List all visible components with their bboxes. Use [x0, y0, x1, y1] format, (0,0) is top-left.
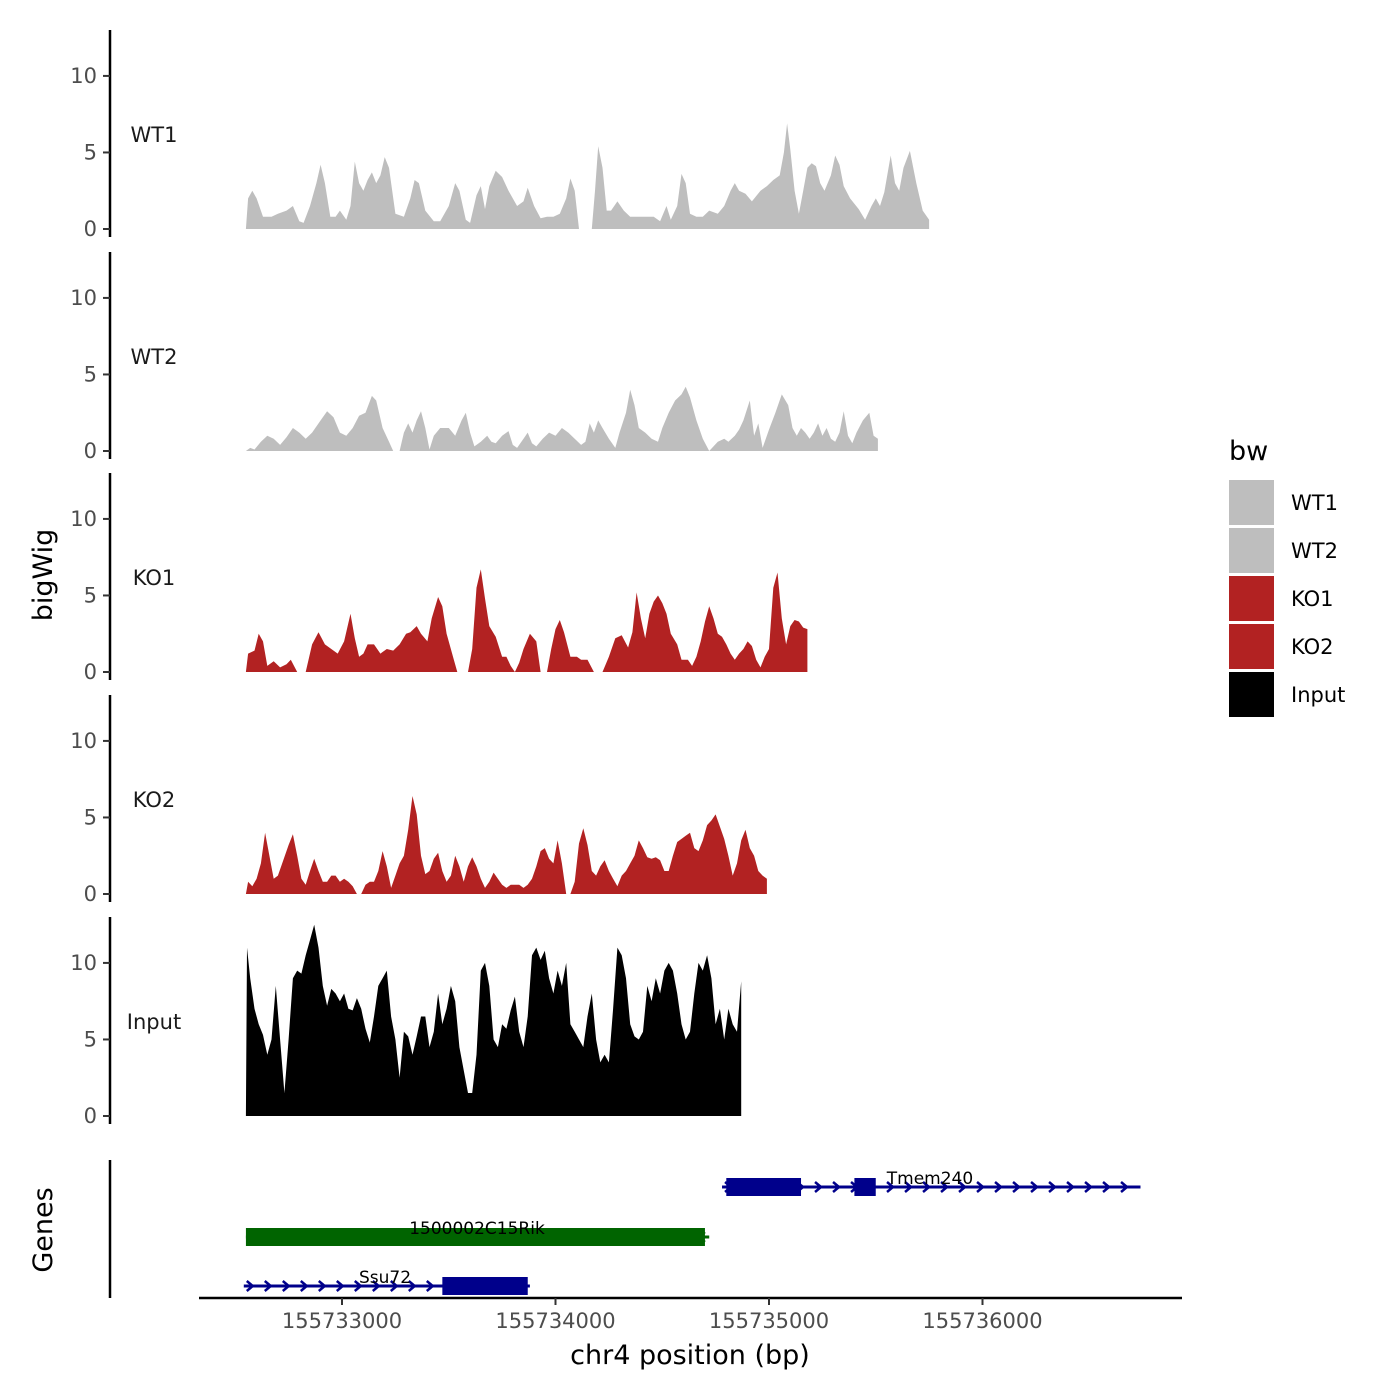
strand-arrow — [994, 1181, 1003, 1193]
track-ko1: 0 5 10 KO1 — [70, 473, 808, 684]
y-tick-label: 10 — [70, 507, 97, 531]
y-tick-label: 0 — [84, 439, 97, 463]
track-input: 0 5 10 Input — [70, 917, 742, 1128]
strand-arrow — [425, 1280, 435, 1292]
gene-label: 1500002C15Rik — [409, 1219, 545, 1239]
x-tick-label: 155736000 — [922, 1309, 1042, 1333]
strand-arrow — [299, 1280, 309, 1292]
strand-arrow — [886, 1181, 895, 1193]
y-tick-label: 0 — [84, 660, 97, 684]
signal-area-wt2 — [245, 386, 878, 451]
strand-arrow — [976, 1181, 985, 1193]
y-tick-label: 10 — [70, 64, 97, 88]
legend-label-ko1: KO1 — [1291, 587, 1334, 611]
strand-arrow — [389, 1280, 399, 1292]
track-label: KO2 — [133, 788, 176, 812]
track-label: KO1 — [133, 566, 176, 590]
gene-exon — [854, 1178, 876, 1196]
track-label: WT2 — [131, 345, 178, 369]
track-wt2: 0 5 10 WT2 — [70, 252, 878, 463]
gene-exon — [245, 1228, 705, 1246]
y-tick-label: 5 — [84, 1027, 97, 1051]
track-label: Input — [127, 1010, 181, 1034]
strand-arrow — [317, 1280, 327, 1292]
strand-arrow — [335, 1280, 345, 1292]
strand-arrow — [814, 1181, 823, 1193]
y-tick-label: 5 — [84, 140, 97, 164]
gene-exon — [442, 1277, 528, 1295]
signal-area-wt1 — [245, 123, 930, 229]
strand-arrow — [263, 1280, 273, 1292]
strand-arrow — [1102, 1181, 1111, 1193]
gene-label: Tmem240 — [886, 1169, 973, 1189]
legend-label-wt1: WT1 — [1291, 491, 1338, 515]
y-tick-label: 0 — [84, 882, 97, 906]
y-tick-label: 10 — [70, 286, 97, 310]
gene-panel: Tmem240 1500002C15Rik Ssu72 — [108, 1160, 1141, 1298]
y-tick-label: 5 — [84, 362, 97, 386]
x-tick-label: 155735000 — [709, 1309, 829, 1333]
track-wt1: 0 5 10 WT1 — [70, 30, 930, 241]
legend-swatch-wt2 — [1229, 528, 1274, 573]
y-tick-label: 0 — [84, 1104, 97, 1128]
legend-swatch-input — [1229, 672, 1274, 717]
track-ko2: 0 5 10 KO2 — [70, 695, 767, 906]
strand-arrow — [904, 1181, 913, 1193]
genes-axis-title: Genes — [28, 1187, 59, 1272]
x-axis: 155733000 155734000 155735000 155736000 — [199, 1296, 1182, 1333]
strand-arrow — [407, 1280, 417, 1292]
legend-swatch-wt1 — [1229, 480, 1274, 525]
strand-arrow — [245, 1280, 255, 1292]
x-tick-label: 155734000 — [495, 1309, 615, 1333]
strand-arrow — [1048, 1181, 1057, 1193]
legend-label-ko2: KO2 — [1291, 635, 1334, 659]
strand-arrow — [940, 1181, 949, 1193]
y-tick-label: 10 — [70, 951, 97, 975]
strand-arrow — [371, 1280, 381, 1292]
y-tick-label: 5 — [84, 583, 97, 607]
legend-swatch-ko1 — [1229, 576, 1274, 621]
strand-arrow — [1066, 1181, 1075, 1193]
signal-area-ko1 — [245, 569, 808, 672]
gene-1500002c15rik: 1500002C15Rik — [245, 1219, 710, 1246]
y-tick-label: 5 — [84, 805, 97, 829]
strand-arrow — [958, 1181, 967, 1193]
legend-label-wt2: WT2 — [1291, 539, 1338, 563]
gene-label: Ssu72 — [359, 1268, 411, 1288]
x-axis-title: chr4 position (bp) — [570, 1340, 810, 1371]
x-tick-label: 155733000 — [282, 1309, 402, 1333]
strand-arrow — [353, 1280, 363, 1292]
legend-label-input: Input — [1291, 683, 1345, 707]
track-label: WT1 — [131, 123, 178, 147]
legend-title: bw — [1229, 436, 1268, 467]
y-tick-label: 0 — [84, 217, 97, 241]
y-axis-title: bigWig — [28, 529, 59, 622]
strand-arrow — [922, 1181, 931, 1193]
strand-arrow — [1012, 1181, 1021, 1193]
y-tick-label: 10 — [70, 729, 97, 753]
track-panels: 0 5 10 WT1 0 5 10 WT2 0 5 10 KO1 0 5 10 KO2 0 5 10 Input — [70, 30, 930, 1128]
legend: bw WT1 WT2 KO1 KO2 Input — [1229, 436, 1345, 717]
signal-area-ko2 — [245, 796, 767, 894]
strand-arrow — [832, 1181, 841, 1193]
strand-arrow — [1030, 1181, 1039, 1193]
signal-area-input — [245, 924, 742, 1116]
strand-arrow — [281, 1280, 291, 1292]
legend-swatch-ko2 — [1229, 624, 1274, 669]
gene-tmem240: Tmem240 — [722, 1169, 1141, 1196]
gene-exon — [726, 1178, 802, 1196]
strand-arrow — [1084, 1181, 1093, 1193]
gene-ssu72: Ssu72 — [243, 1268, 530, 1295]
strand-arrow — [1120, 1181, 1129, 1193]
